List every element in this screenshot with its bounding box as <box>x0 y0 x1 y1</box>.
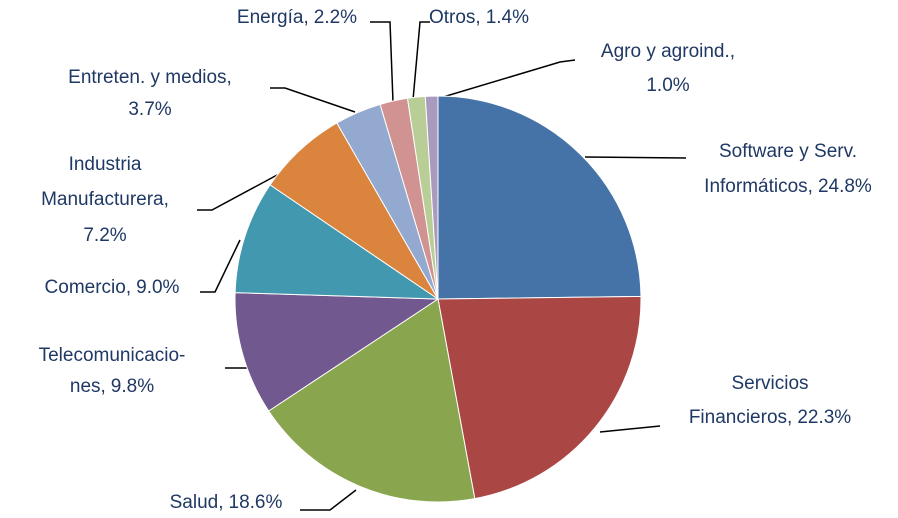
leader-line <box>412 21 430 101</box>
pie-slice <box>437 95 642 300</box>
leader-line <box>432 59 576 101</box>
slice-label: Software y Serv. Informáticos, <box>704 141 857 197</box>
pie-slice <box>267 298 476 503</box>
leader-line <box>599 425 661 433</box>
pie-slice <box>424 95 439 300</box>
slice-label: Salud, <box>170 492 224 513</box>
leader-lines <box>197 21 687 511</box>
value-label: 24.8% <box>818 176 872 197</box>
slice-label: Industria Manufacturera, <box>41 154 169 210</box>
value-label: 1.4% <box>486 7 529 28</box>
leader-line <box>200 239 241 293</box>
value-label: 18.6% <box>229 492 283 513</box>
value-label: 3.7% <box>128 99 171 120</box>
slice-label: Servicios Financieros, <box>689 373 809 428</box>
leader-line <box>300 489 357 511</box>
leader-line <box>370 21 394 103</box>
value-label: 9.8% <box>111 376 154 397</box>
leader-line <box>197 159 306 211</box>
slice-label: Otros, <box>429 7 481 28</box>
slice-label: Entreten. y medios, <box>68 67 232 88</box>
value-label: 22.3% <box>797 407 851 428</box>
pie-slice <box>437 295 642 500</box>
leader-line <box>270 87 356 113</box>
value-label: 7.2% <box>83 225 126 246</box>
pie-slice <box>234 184 440 300</box>
value-label: 1.0% <box>646 75 689 96</box>
pie-slice <box>234 292 440 412</box>
slice-label: Comercio, <box>45 277 132 298</box>
value-label: 9.0% <box>136 277 179 298</box>
leader-line <box>584 156 687 159</box>
slice-label: Energía, <box>237 7 309 28</box>
slice-label: Agro y agroind., <box>601 41 735 62</box>
value-label: 2.2% <box>314 7 357 28</box>
slice-label: Telecomunicacio-nes, <box>39 345 186 397</box>
